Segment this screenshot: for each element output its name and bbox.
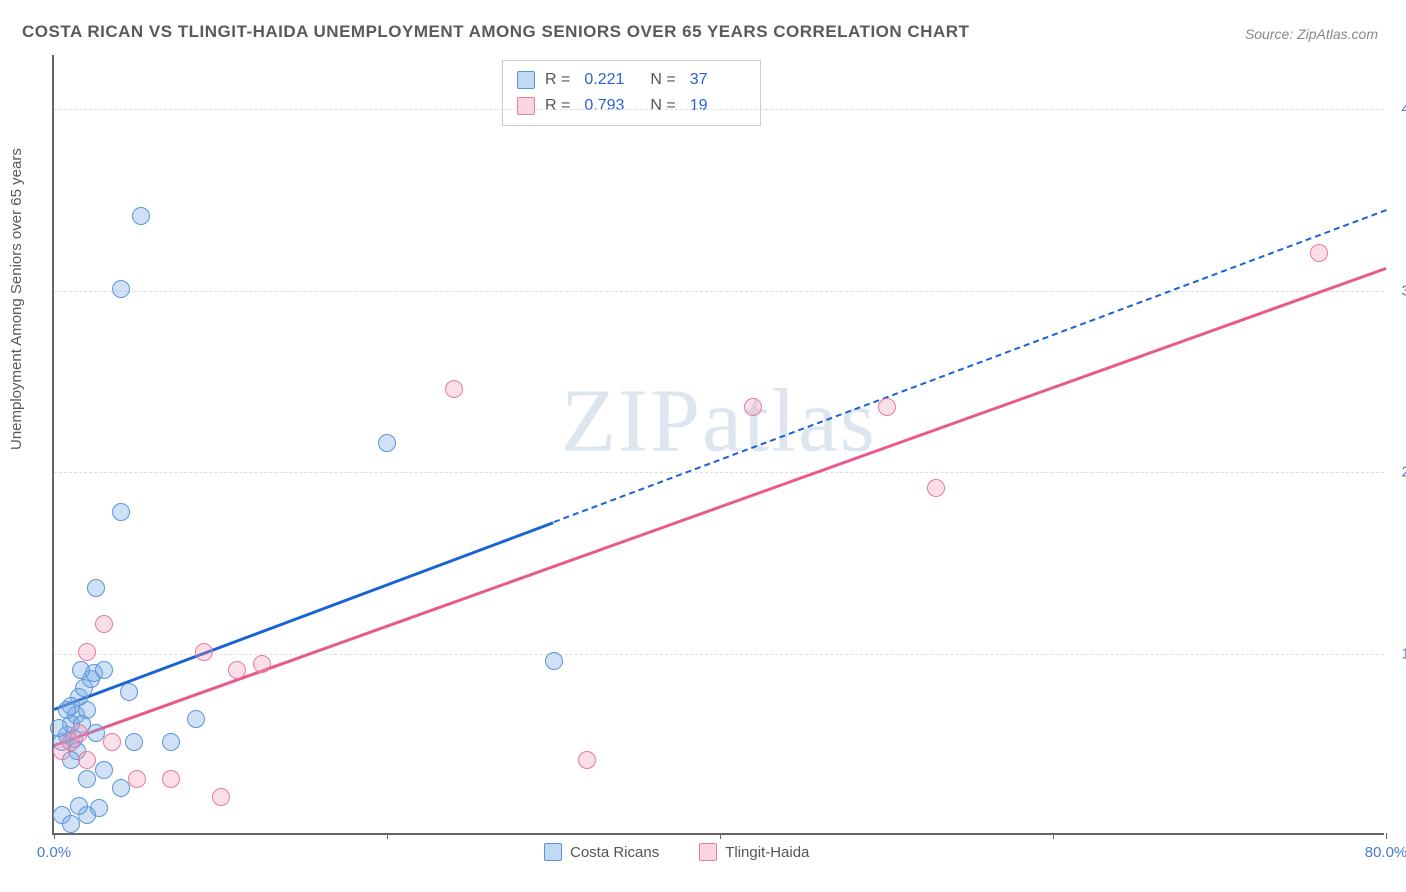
data-point (878, 398, 896, 416)
legend-item: Tlingit-Haida (699, 843, 809, 861)
data-point (112, 280, 130, 298)
r-value: 0.793 (584, 97, 640, 115)
data-point (112, 779, 130, 797)
legend-item: Costa Ricans (544, 843, 659, 861)
data-point (72, 661, 90, 679)
y-tick-label: 30.0% (1389, 282, 1406, 299)
data-point (95, 761, 113, 779)
data-point (70, 797, 88, 815)
data-point (927, 479, 945, 497)
data-point (228, 661, 246, 679)
data-point (378, 434, 396, 452)
source-attribution: Source: ZipAtlas.com (1245, 26, 1378, 42)
series-legend: Costa Ricans Tlingit-Haida (544, 843, 809, 861)
data-point (253, 655, 271, 673)
data-point (445, 380, 463, 398)
x-tick-label: 80.0% (1365, 844, 1406, 861)
data-point (90, 799, 108, 817)
x-tick-label: 0.0% (37, 844, 71, 861)
legend-swatch (699, 843, 717, 861)
data-point (112, 503, 130, 521)
data-point (132, 207, 150, 225)
gridline (54, 109, 1384, 110)
data-point (95, 615, 113, 633)
r-label: R = (545, 97, 570, 115)
data-point (70, 724, 88, 742)
y-tick-label: 20.0% (1389, 464, 1406, 481)
legend-label: Tlingit-Haida (725, 844, 809, 861)
data-point (212, 788, 230, 806)
data-point (1310, 244, 1328, 262)
data-point (128, 770, 146, 788)
n-label: N = (650, 97, 675, 115)
legend-label: Costa Ricans (570, 844, 659, 861)
n-label: N = (650, 71, 675, 89)
correlation-legend: R = 0.221 N = 37 R = 0.793 N = 19 (502, 60, 761, 126)
data-point (62, 815, 80, 833)
data-point (195, 643, 213, 661)
gridline (54, 654, 1384, 655)
data-point (78, 643, 96, 661)
data-point (162, 733, 180, 751)
watermark: ZIPatlas (561, 369, 877, 472)
legend-row: R = 0.793 N = 19 (517, 93, 746, 119)
data-point (87, 579, 105, 597)
legend-row: R = 0.221 N = 37 (517, 67, 746, 93)
data-point (120, 683, 138, 701)
y-axis-label: Unemployment Among Seniors over 65 years (8, 148, 25, 450)
legend-swatch (517, 97, 535, 115)
legend-swatch (517, 71, 535, 89)
data-point (578, 751, 596, 769)
gridline (54, 472, 1384, 473)
data-point (103, 733, 121, 751)
x-tick-mark (720, 833, 721, 839)
data-point (545, 652, 563, 670)
scatter-plot-area: ZIPatlas R =0.221N =37R =0.793N =19 Cost… (52, 55, 1384, 835)
n-value: 37 (690, 71, 746, 89)
y-tick-label: 40.0% (1389, 101, 1406, 118)
data-point (162, 770, 180, 788)
data-point (95, 661, 113, 679)
gridline (54, 291, 1384, 292)
data-point (58, 701, 76, 719)
data-point (187, 710, 205, 728)
data-point (78, 751, 96, 769)
n-value: 19 (690, 97, 746, 115)
y-tick-label: 10.0% (1389, 645, 1406, 662)
x-tick-mark (54, 833, 55, 839)
x-tick-mark (387, 833, 388, 839)
x-tick-mark (1053, 833, 1054, 839)
data-point (78, 770, 96, 788)
chart-title: COSTA RICAN VS TLINGIT-HAIDA UNEMPLOYMEN… (22, 22, 969, 42)
data-point (744, 398, 762, 416)
legend-swatch (544, 843, 562, 861)
x-tick-mark (1386, 833, 1387, 839)
data-point (125, 733, 143, 751)
trend-line (53, 267, 1386, 747)
trend-line (553, 209, 1386, 523)
r-value: 0.221 (584, 71, 640, 89)
r-label: R = (545, 71, 570, 89)
